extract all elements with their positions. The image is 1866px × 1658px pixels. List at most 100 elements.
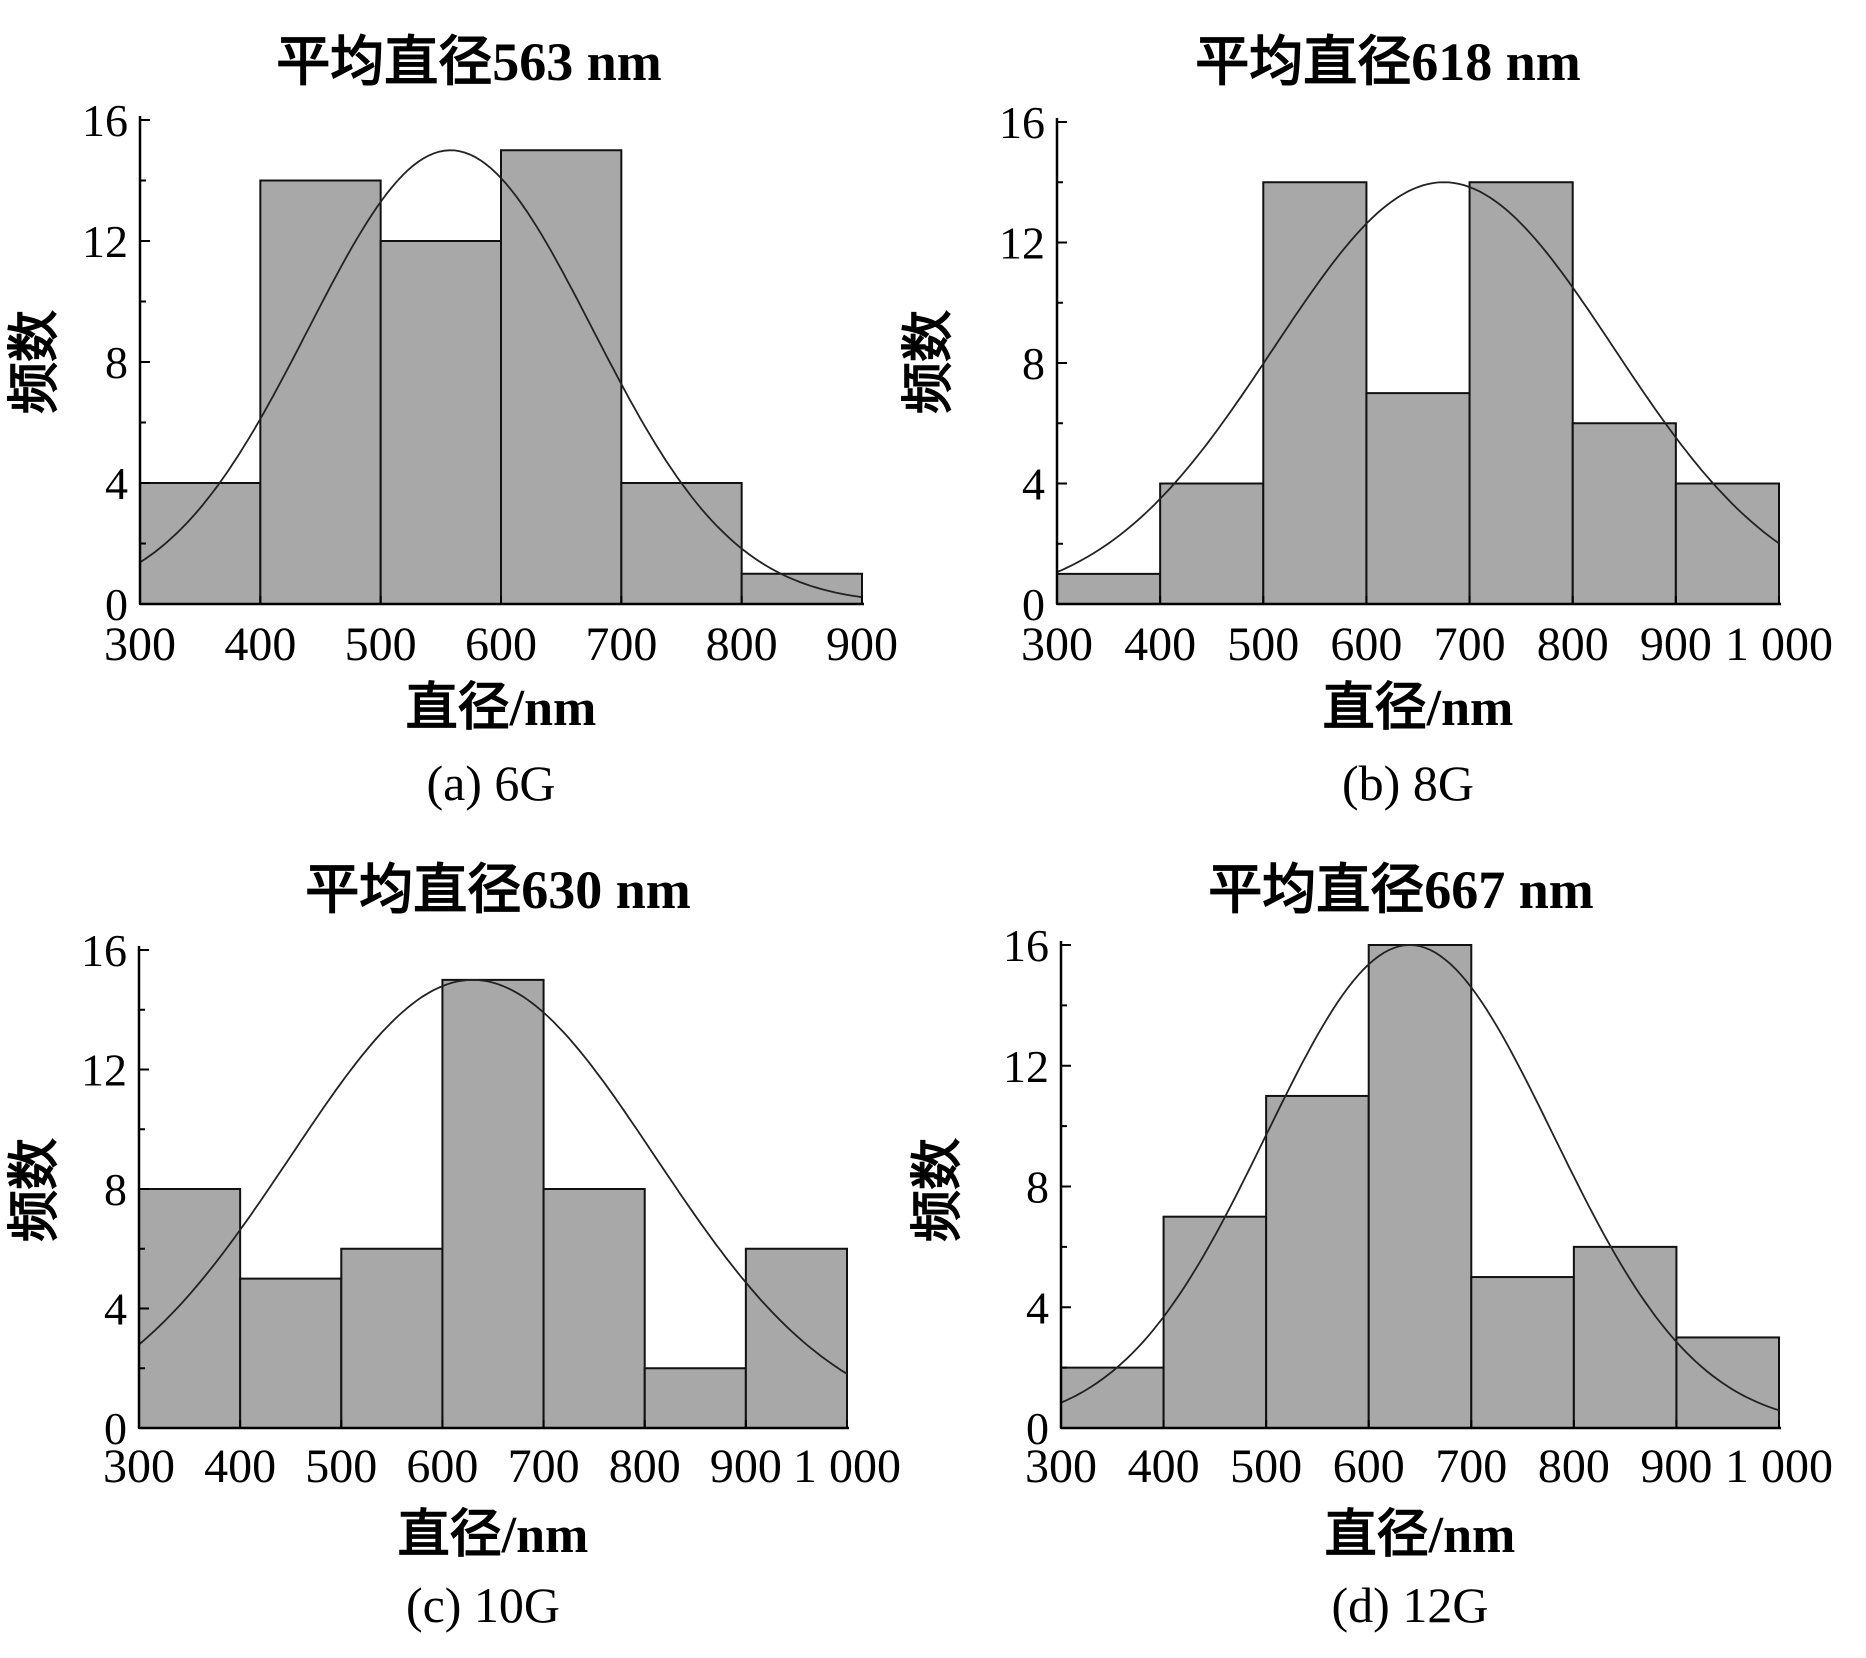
y-tick-label: 12 bbox=[82, 216, 128, 267]
histogram-bar bbox=[1056, 572, 1162, 605]
histogram-bar bbox=[340, 1247, 444, 1429]
y-axis-label: 频数 bbox=[6, 310, 64, 414]
chart-title: 平均直径563 nm bbox=[276, 32, 662, 92]
chart-panel-2: 0 4 8 12 16 300 400 500 600 700 800 900 1 000 平均直径618… bbox=[900, 32, 1833, 811]
y-axis-label: 频数 bbox=[6, 1138, 64, 1242]
histogram-bar bbox=[1262, 181, 1368, 605]
histogram-bar bbox=[1572, 1245, 1678, 1429]
x-tick-label: 700 bbox=[1434, 618, 1506, 671]
x-tick-label: 800 bbox=[706, 618, 778, 671]
y-tick-label: 0 bbox=[1022, 579, 1045, 630]
figure-caption: (a) 6G bbox=[426, 755, 555, 811]
x-tick-label: 300 bbox=[103, 1440, 175, 1493]
histogram-bar bbox=[643, 1367, 747, 1429]
y-tick-label: 0 bbox=[1026, 1403, 1049, 1454]
y-tick-label: 16 bbox=[999, 97, 1045, 148]
x-tick-label: 500 bbox=[1227, 618, 1299, 671]
y-tick-label: 0 bbox=[105, 579, 128, 630]
x-tick-label: 800 bbox=[609, 1440, 681, 1493]
normal-fit-curve bbox=[138, 978, 848, 1375]
chart-panel-4: 0 4 8 12 16 300 400 500 600 700 800 900 1 000 平均直径667… bbox=[909, 860, 1833, 1633]
histogram-bar bbox=[239, 1277, 343, 1429]
histogram-bar bbox=[1162, 1215, 1268, 1429]
y-tick-label: 8 bbox=[1022, 338, 1045, 389]
histogram-bar bbox=[744, 1247, 848, 1429]
histogram-bar bbox=[1571, 422, 1677, 605]
y-tick-label: 8 bbox=[1026, 1162, 1049, 1213]
x-tick-label: 700 bbox=[1435, 1440, 1507, 1493]
x-tick-label: 400 bbox=[204, 1440, 276, 1493]
y-axis-label: 频数 bbox=[909, 1138, 967, 1242]
histogram-bar bbox=[1265, 1094, 1370, 1429]
x-tick-label: 800 bbox=[1538, 1440, 1610, 1493]
x-tick-label: 900 bbox=[710, 1440, 782, 1493]
x-tick-label: 1 000 bbox=[793, 1440, 901, 1493]
y-tick-label: 8 bbox=[104, 1164, 127, 1215]
x-tick-label: 300 bbox=[1025, 1440, 1097, 1493]
histogram-bar bbox=[542, 1188, 646, 1429]
histogram-bar bbox=[259, 179, 382, 605]
x-tick-label: 900 bbox=[1640, 618, 1712, 671]
x-tick-label: 600 bbox=[406, 1440, 478, 1493]
chart-panel-1: 0 4 8 12 16 300 400 500 600 700 800 900 平均直径563 nm 直径… bbox=[6, 32, 898, 811]
figure-caption: (c) 10G bbox=[406, 1577, 560, 1633]
x-axis-label: 直径/nm bbox=[398, 1506, 589, 1564]
x-tick-label: 1 000 bbox=[1725, 1440, 1833, 1493]
x-axis-label: 直径/nm bbox=[1323, 679, 1514, 737]
histogram-bar bbox=[138, 1188, 242, 1429]
y-tick-label: 8 bbox=[105, 337, 128, 388]
chart-panel-3: 0 4 8 12 16 300 400 500 600 700 800 900 1 000 平均直径630… bbox=[6, 860, 901, 1633]
x-tick-label: 900 bbox=[1640, 1440, 1712, 1493]
x-tick-label: 400 bbox=[224, 618, 296, 671]
histogram-bar bbox=[1470, 1276, 1575, 1429]
y-tick-label: 16 bbox=[1003, 920, 1049, 971]
x-axis-label: 直径/nm bbox=[1325, 1506, 1516, 1564]
figure-caption: (d) 12G bbox=[1332, 1577, 1489, 1633]
x-tick-label: 700 bbox=[585, 618, 657, 671]
x-tick-label: 700 bbox=[508, 1440, 580, 1493]
x-tick-label: 500 bbox=[1230, 1440, 1302, 1493]
normal-fit-curve bbox=[139, 149, 863, 599]
histogram-bar bbox=[1468, 181, 1574, 605]
x-tick-label: 300 bbox=[1021, 618, 1093, 671]
y-tick-label: 16 bbox=[82, 95, 128, 146]
histogram-bar bbox=[1674, 482, 1781, 605]
x-tick-label: 900 bbox=[826, 618, 898, 671]
y-tick-label: 4 bbox=[104, 1284, 127, 1335]
y-tick-label: 4 bbox=[105, 458, 128, 509]
chart-title: 平均直径667 nm bbox=[1208, 860, 1594, 920]
histogram-bar bbox=[1060, 1366, 1165, 1429]
chart-title: 平均直径630 nm bbox=[305, 860, 691, 920]
histogram-bar bbox=[1675, 1336, 1781, 1429]
x-tick-label: 300 bbox=[104, 618, 176, 671]
histogram-bar bbox=[441, 978, 545, 1429]
histogram-bar bbox=[1365, 392, 1471, 605]
y-tick-label: 12 bbox=[81, 1045, 127, 1096]
histogram-bar bbox=[1367, 944, 1473, 1429]
x-tick-label: 400 bbox=[1128, 1440, 1200, 1493]
histogram-bar bbox=[500, 149, 623, 605]
normal-fit-curve bbox=[1060, 944, 1780, 1412]
x-axis-label: 直径/nm bbox=[406, 679, 597, 737]
histogram-bar bbox=[740, 572, 864, 605]
x-tick-label: 600 bbox=[1330, 618, 1402, 671]
x-tick-label: 600 bbox=[1333, 1440, 1405, 1493]
x-tick-label: 1 000 bbox=[1725, 618, 1833, 671]
normal-fit-curve bbox=[1056, 181, 1780, 573]
y-tick-label: 12 bbox=[1003, 1041, 1049, 1092]
x-tick-label: 400 bbox=[1124, 618, 1196, 671]
figure-caption: (b) 8G bbox=[1342, 755, 1474, 811]
x-tick-label: 500 bbox=[305, 1440, 377, 1493]
x-tick-label: 600 bbox=[465, 618, 537, 671]
x-tick-label: 800 bbox=[1537, 618, 1609, 671]
y-tick-label: 4 bbox=[1022, 459, 1045, 510]
histogram-bar bbox=[620, 482, 743, 605]
histogram-bar bbox=[1159, 482, 1265, 605]
chart-title: 平均直径618 nm bbox=[1195, 32, 1581, 92]
histogram-bar bbox=[379, 240, 502, 605]
histogram-bar bbox=[139, 482, 262, 605]
y-axis-label: 频数 bbox=[900, 310, 958, 414]
y-tick-label: 4 bbox=[1026, 1282, 1049, 1333]
y-tick-label: 16 bbox=[81, 925, 127, 976]
